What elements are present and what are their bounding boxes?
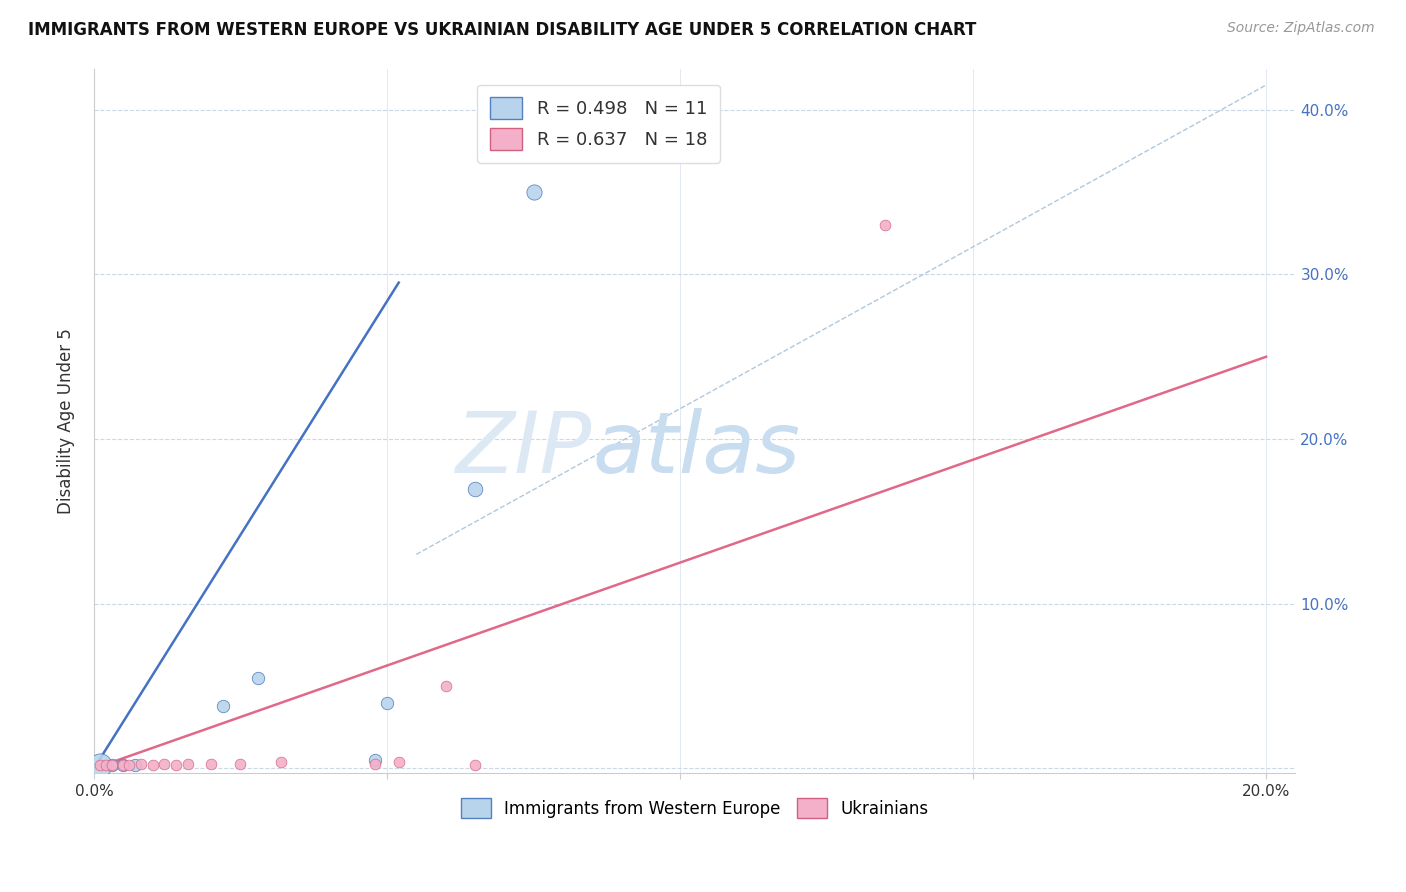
Point bbox=[875, 218, 897, 232]
Text: atlas: atlas bbox=[592, 408, 800, 491]
Point bbox=[100, 758, 122, 772]
Text: ZIP: ZIP bbox=[457, 408, 592, 491]
Point bbox=[89, 758, 111, 772]
Point bbox=[599, 136, 621, 150]
Point bbox=[112, 758, 135, 772]
Point bbox=[200, 756, 222, 771]
Point bbox=[129, 756, 152, 771]
Point bbox=[464, 482, 486, 496]
Point bbox=[94, 758, 117, 772]
Point bbox=[229, 756, 252, 771]
Point bbox=[388, 755, 411, 769]
Point bbox=[434, 679, 457, 693]
Point bbox=[364, 756, 387, 771]
Point bbox=[177, 756, 200, 771]
Legend: Immigrants from Western Europe, Ukrainians: Immigrants from Western Europe, Ukrainia… bbox=[454, 791, 935, 825]
Point bbox=[141, 758, 163, 772]
Point bbox=[153, 756, 176, 771]
Point bbox=[100, 758, 122, 772]
Point bbox=[118, 758, 141, 772]
Text: IMMIGRANTS FROM WESTERN EUROPE VS UKRAINIAN DISABILITY AGE UNDER 5 CORRELATION C: IMMIGRANTS FROM WESTERN EUROPE VS UKRAIN… bbox=[28, 21, 977, 38]
Point bbox=[364, 753, 387, 767]
Point bbox=[165, 758, 187, 772]
Point bbox=[112, 758, 135, 772]
Point bbox=[89, 758, 111, 772]
Point bbox=[522, 185, 544, 199]
Point bbox=[124, 758, 146, 772]
Point bbox=[247, 671, 270, 685]
Y-axis label: Disability Age Under 5: Disability Age Under 5 bbox=[58, 328, 75, 514]
Point bbox=[212, 698, 235, 713]
Point bbox=[270, 755, 292, 769]
Point bbox=[375, 696, 398, 710]
Text: Source: ZipAtlas.com: Source: ZipAtlas.com bbox=[1227, 21, 1375, 35]
Point bbox=[464, 758, 486, 772]
